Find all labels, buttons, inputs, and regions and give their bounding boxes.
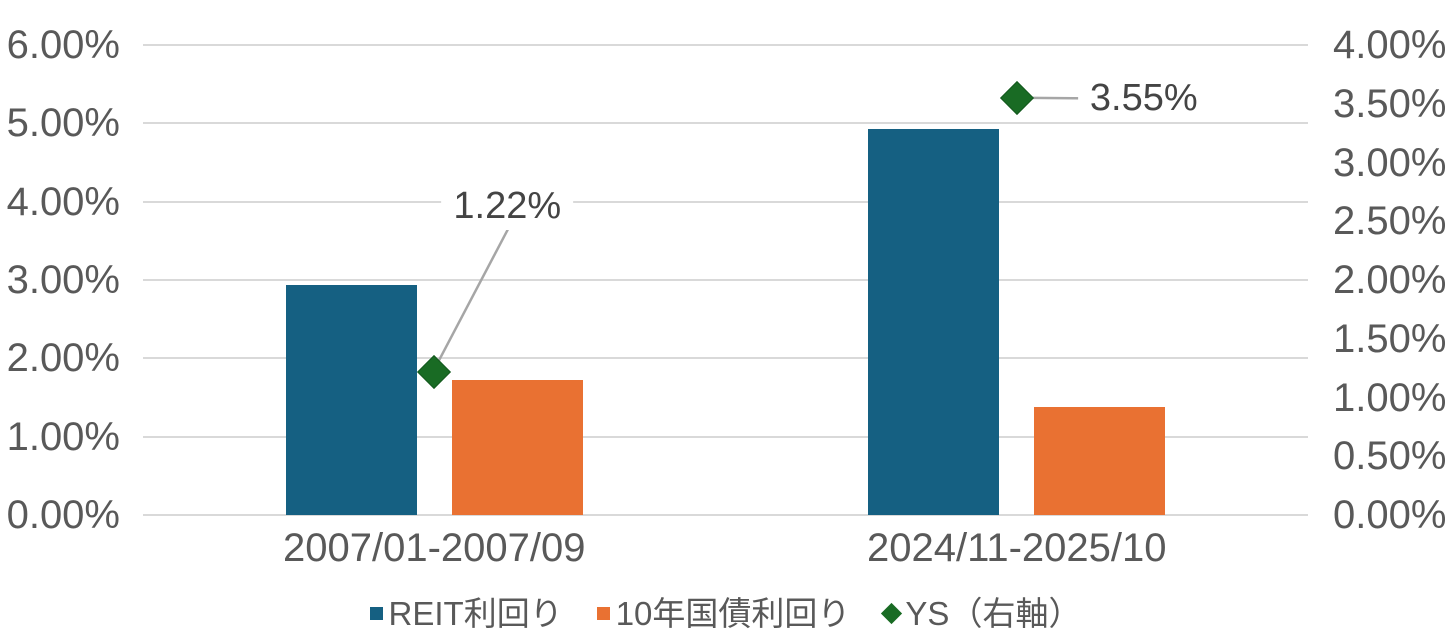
jgb-yield-bar	[451, 380, 583, 515]
legend-square-swatch-icon	[596, 606, 610, 620]
right-axis-tick-label: 0.00%	[1333, 493, 1447, 537]
legend-item-ys: YS（右軸）	[881, 594, 1082, 632]
jgb-yield-bar	[1034, 406, 1166, 515]
left-axis-tick-label: 2.00%	[6, 336, 120, 381]
legend-diamond-swatch-icon	[881, 602, 903, 624]
ys-data-label: 1.22%	[441, 181, 574, 230]
legend-label: REIT利回り	[388, 594, 563, 632]
gridline	[143, 514, 1308, 516]
ys-marker-diamond	[999, 80, 1034, 115]
x-axis-category-label: 2007/01-2007/09	[283, 526, 586, 570]
right-axis-tick-label: 4.00%	[1333, 23, 1447, 67]
legend-label: YS（右軸）	[905, 594, 1082, 632]
ys-marker-diamond	[417, 354, 452, 389]
left-axis-tick-label: 4.00%	[6, 179, 120, 224]
right-axis-tick-label: 0.50%	[1333, 434, 1447, 479]
legend-square-swatch-icon	[369, 606, 383, 620]
gridline	[143, 279, 1308, 281]
left-axis-tick-label: 5.00%	[6, 101, 120, 146]
legend-item-jgb: 10年国債利回り	[596, 594, 851, 632]
reit-yield-bar	[285, 284, 417, 515]
legend-item-reit: REIT利回り	[369, 594, 563, 632]
right-axis-tick-label: 1.00%	[1333, 375, 1447, 420]
left-axis-tick-label: 0.00%	[6, 493, 120, 537]
gridline	[143, 200, 1308, 203]
plot-area: 1.22% 3.55%	[143, 44, 1308, 516]
gridline	[143, 122, 1308, 125]
ys-data-label: 3.55%	[1077, 74, 1210, 123]
right-axis-tick-label: 3.50%	[1333, 81, 1447, 126]
gridline	[143, 435, 1308, 438]
right-axis-tick-label: 3.00%	[1333, 140, 1447, 185]
legend: REIT利回り 10年国債利回り YS（右軸）	[143, 593, 1308, 633]
leader-line	[436, 228, 510, 365]
gridline	[143, 44, 1308, 46]
right-axis-tick-label: 1.50%	[1333, 316, 1447, 361]
right-axis-tick-label: 2.50%	[1333, 199, 1447, 244]
left-axis-tick-label: 3.00%	[6, 258, 120, 302]
legend-label: 10年国債利回り	[615, 594, 851, 632]
x-axis-category-label: 2024/11-2025/10	[866, 526, 1167, 570]
gridline	[143, 357, 1308, 360]
right-axis-tick-label: 2.00%	[1333, 258, 1447, 302]
reit-yield-bar	[868, 128, 1000, 515]
left-axis-tick-label: 1.00%	[6, 414, 120, 459]
left-axis-tick-label: 6.00%	[6, 23, 120, 67]
